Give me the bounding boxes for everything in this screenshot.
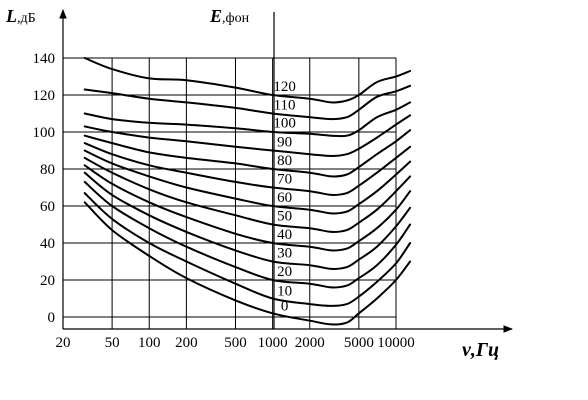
curve-20-phon xyxy=(83,180,412,289)
curve-60-phon xyxy=(83,149,412,215)
curve-40-phon xyxy=(83,164,412,252)
curve-50-phon xyxy=(83,156,412,233)
x-tick-label: 500 xyxy=(224,335,247,351)
y-tick-label: 120 xyxy=(33,88,56,104)
x-tick-labels: 20 50 100 200 500 1000 2000 5000 10000 xyxy=(56,335,415,351)
phon-label-60: 60 xyxy=(277,190,292,206)
y-tick-label: 40 xyxy=(40,236,55,252)
y-axis-label-unit: ,дБ xyxy=(17,11,36,26)
curve-80-phon xyxy=(83,129,412,178)
y-axis-label-main: L xyxy=(5,6,17,26)
curve-100-phon xyxy=(83,101,412,138)
curve-120-phon xyxy=(83,57,412,104)
x-axis-label: ν,Гц xyxy=(462,339,499,361)
y-tick-labels: 0 20 40 60 80 100 120 140 xyxy=(33,51,56,326)
x-axis-label-unit: Гц xyxy=(475,339,499,361)
curve-110-phon xyxy=(83,84,412,121)
x-tick-label: 1000 xyxy=(258,335,288,351)
phon-label-20: 20 xyxy=(277,264,292,280)
x-axis-label-sep: , xyxy=(470,339,476,361)
x-tick-label: 50 xyxy=(105,335,120,351)
x-tick-label: 200 xyxy=(175,335,198,351)
curve-30-phon xyxy=(83,171,412,270)
x-tick-label: 100 xyxy=(138,335,161,351)
x-tick-label: 20 xyxy=(56,335,71,351)
x-tick-label: 5000 xyxy=(344,335,374,351)
curve-0-phon xyxy=(83,201,412,326)
y-tick-label: 140 xyxy=(33,51,56,67)
curve-70-phon xyxy=(83,142,412,196)
phon-axis-label-main: E xyxy=(209,6,222,26)
y-tick-label: 60 xyxy=(40,199,55,215)
x-tick-label: 2000 xyxy=(295,335,325,351)
y-tick-label: 100 xyxy=(33,125,56,141)
curve-10-phon xyxy=(83,192,412,307)
curve-90-phon xyxy=(83,114,412,157)
y-axis-label: L,дБ xyxy=(5,6,36,26)
x-axis-label-main: ν xyxy=(462,339,472,361)
y-tick-label: 0 xyxy=(48,310,56,326)
phon-label-120: 120 xyxy=(273,79,296,95)
y-tick-label: 20 xyxy=(40,273,55,289)
phon-axis-label-unit: ,фон xyxy=(222,11,250,26)
phon-axis-label: E,фон xyxy=(209,6,250,26)
curves xyxy=(83,57,412,326)
phon-label-100: 100 xyxy=(273,116,296,132)
phon-label-80: 80 xyxy=(277,153,292,169)
phon-label-0: 0 xyxy=(281,299,289,315)
y-tick-label: 80 xyxy=(40,162,55,178)
phon-label-40: 40 xyxy=(277,227,292,243)
x-tick-label: 10000 xyxy=(377,335,415,351)
phon-label-10: 10 xyxy=(277,283,292,299)
phon-label-30: 30 xyxy=(277,246,292,262)
phon-label-110: 110 xyxy=(274,98,296,114)
phon-label-90: 90 xyxy=(277,135,292,151)
phon-label-50: 50 xyxy=(277,209,292,225)
phon-label-70: 70 xyxy=(277,172,292,188)
phon-labels: 120 110 100 90 80 70 60 50 40 30 20 100 xyxy=(273,79,296,314)
